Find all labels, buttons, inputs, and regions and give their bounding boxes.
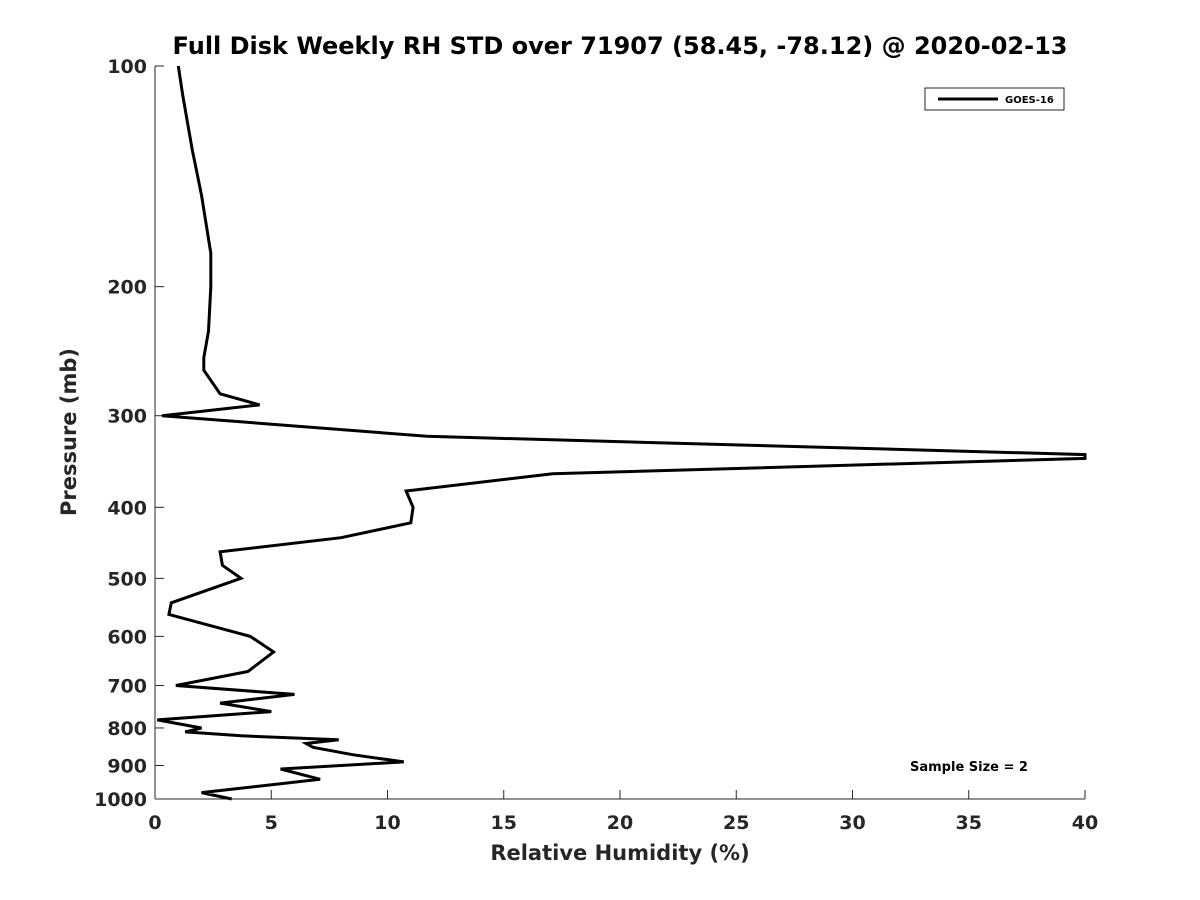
y-tick-label: 1000: [94, 789, 147, 811]
legend: GOES-16: [924, 87, 1065, 111]
series-line-goes16: [157, 65, 1087, 801]
y-tick-label: 300: [107, 406, 147, 428]
y-tick-label: 200: [107, 277, 147, 299]
y-tick-label: 900: [107, 755, 147, 777]
x-tick-label: 20: [607, 812, 633, 834]
plot-area: 0 5 10 15 20 25 30 35 40 100 200 300 400 500 600 700 80…: [94, 56, 1098, 834]
plot-background: [155, 66, 1085, 799]
x-tick-label: 0: [148, 812, 161, 834]
y-tick-label: 100: [107, 56, 147, 78]
x-tick-label: 35: [956, 812, 982, 834]
y-axis-label: Pressure (mb): [57, 348, 81, 516]
y-tick-label: 500: [107, 568, 147, 590]
chart-title: Full Disk Weekly RH STD over 71907 (58.4…: [173, 32, 1068, 60]
legend-entry-goes16: GOES-16: [1005, 95, 1054, 106]
sample-size-annotation: Sample Size = 2: [910, 760, 1028, 775]
x-axis-label: Relative Humidity (%): [490, 841, 749, 865]
x-tick-label: 5: [265, 812, 278, 834]
x-tick-label: 10: [374, 812, 400, 834]
y-tick-label: 600: [107, 626, 147, 648]
x-tick-label: 30: [839, 812, 865, 834]
x-tick-label: 15: [491, 812, 517, 834]
y-tick-label: 700: [107, 675, 147, 697]
series-layer: [157, 65, 1087, 801]
x-axis-ticks: 0 5 10 15 20 25 30 35 40: [148, 790, 1098, 834]
y-tick-label: 400: [107, 497, 147, 519]
y-tick-label: 800: [107, 718, 147, 740]
y-axis-ticks: 100 200 300 400 500 600 700 800 900 1000: [94, 56, 164, 811]
x-tick-label: 25: [723, 812, 749, 834]
x-tick-label: 40: [1072, 812, 1098, 834]
